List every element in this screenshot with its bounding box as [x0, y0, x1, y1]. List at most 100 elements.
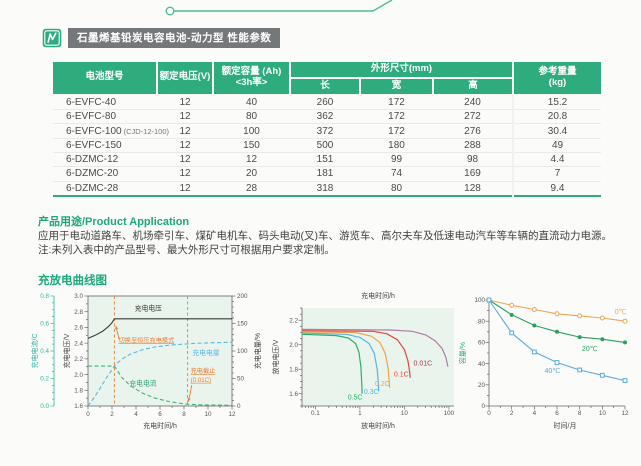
svg-text:2.2: 2.2 [74, 356, 83, 363]
cell-capacity: 80 [213, 109, 290, 125]
cell-h: 288 [433, 138, 513, 154]
svg-text:2: 2 [110, 411, 114, 418]
cell-h: 272 [433, 109, 513, 125]
svg-text:100: 100 [444, 410, 455, 417]
svg-text:充电电压: 充电电压 [135, 304, 162, 313]
svg-text:0.4: 0.4 [40, 348, 49, 355]
svg-text:0.2C: 0.2C [375, 381, 390, 388]
decor-line [165, 0, 393, 16]
svg-text:充电时间/h: 充电时间/h [143, 421, 177, 430]
cell-weight: 30.4 [512, 123, 601, 139]
cell-l: 181 [290, 166, 360, 182]
header: 石墨烯基铅炭电容电池-动力型 性能参数 [42, 28, 281, 48]
svg-text:12: 12 [621, 410, 629, 417]
table-row: 6-EVFC-150 12 150 500 180 288 49 [53, 138, 601, 154]
svg-text:10: 10 [599, 410, 607, 417]
cell-weight: 49 [512, 138, 601, 154]
svg-text:容量/%: 容量/% [458, 342, 467, 364]
svg-text:20℃: 20℃ [582, 346, 598, 353]
svg-text:8: 8 [578, 410, 582, 417]
svg-text:100: 100 [237, 348, 248, 355]
svg-text:100: 100 [474, 297, 485, 304]
cell-model: 6-EVFC-40 [53, 94, 157, 111]
svg-text:80: 80 [478, 318, 486, 325]
cell-voltage: 12 [157, 152, 213, 168]
table-row: 6-DZMC-12 12 12 151 99 98 4.4 [53, 152, 601, 168]
svg-text:2.6: 2.6 [74, 325, 83, 332]
page-title: 石墨烯基铅炭电容电池-动力型 性能参数 [68, 28, 281, 48]
cell-capacity: 20 [213, 166, 290, 182]
svg-text:放电时间/h: 放电时间/h [361, 421, 395, 430]
svg-text:4: 4 [533, 410, 537, 417]
curves-section-title: 充放电曲线图 [38, 275, 107, 287]
svg-text:充电电流: 充电电流 [129, 379, 156, 388]
svg-text:3.0: 3.0 [74, 293, 83, 300]
application-title: 产品用途/Product Application [38, 216, 190, 228]
spec-table-header: 电池型号 额定电压(V) 额定容量 (Ah) <3h率> 外形尺寸(mm) 参考… [53, 62, 601, 96]
cell-l: 500 [290, 138, 360, 154]
col-header-voltage: 额定电压(V) [156, 62, 213, 96]
cell-w: 172 [360, 94, 433, 111]
svg-text:0.5C: 0.5C [348, 394, 363, 401]
cell-voltage: 12 [179, 182, 191, 194]
cell-weight: 20.8 [512, 109, 601, 125]
col-header-height: 高 [432, 77, 513, 96]
col-header-weight: 参考重量 (kg) [512, 62, 601, 96]
svg-text:40℃: 40℃ [545, 368, 561, 375]
svg-text:2: 2 [510, 410, 514, 417]
cell-w: 99 [360, 152, 433, 168]
table-row: 6-EVFC-80 12 80 362 172 272 20.8 [53, 109, 601, 125]
cell-model: 6-EVFC-150 [53, 138, 157, 154]
cell-capacity: 28 [245, 182, 258, 194]
cell-weight: 4.4 [512, 152, 601, 168]
col-header-capacity: 额定容量 (Ah) <3h率> [212, 62, 290, 96]
svg-text:充电电量/%: 充电电量/% [253, 333, 262, 369]
svg-text:充电电量: 充电电量 [192, 348, 219, 357]
table-row: 6-EVFC-40 12 40 260 172 240 15.2 [53, 94, 601, 111]
cell-voltage: 12 [157, 166, 213, 182]
svg-text:0.8: 0.8 [40, 293, 49, 300]
cell-voltage: 12 [157, 94, 213, 111]
svg-text:充电截止: 充电截止 [191, 367, 216, 375]
table-row: 6-DZMC-28 12 28 318 80 128 9.4 [53, 181, 601, 196]
svg-text:200: 200 [237, 293, 248, 300]
svg-text:6: 6 [158, 411, 162, 418]
cell-weight: 9.4 [512, 181, 601, 196]
svg-text:1.6: 1.6 [289, 391, 298, 398]
svg-text:0.3C: 0.3C [364, 389, 379, 396]
svg-text:20: 20 [478, 382, 486, 389]
cell-l: 318 [316, 182, 334, 194]
discharge-curve-chart: 1.6 1.8 2.0 2.2 0.1 1 10 100 充电时间/h 放电时间/h 放电电压/V 0… [271, 291, 455, 430]
svg-text:1.6: 1.6 [74, 403, 83, 410]
svg-text:0: 0 [237, 403, 241, 410]
svg-text:40: 40 [478, 361, 486, 368]
cell-h: 98 [433, 152, 513, 168]
svg-text:0.1C: 0.1C [394, 372, 409, 379]
svg-text:充电电流/C: 充电电流/C [30, 334, 39, 369]
cell-capacity: 100 [213, 123, 290, 139]
cell-w: 172 [360, 109, 433, 125]
cell-voltage: 12 [157, 123, 213, 139]
svg-text:时间/月: 时间/月 [554, 421, 577, 430]
cell-l: 260 [290, 94, 360, 111]
svg-text:0.01C: 0.01C [414, 361, 433, 368]
svg-text:0: 0 [86, 411, 90, 418]
svg-text:0.6: 0.6 [40, 321, 49, 328]
decor-circle [165, 6, 175, 16]
cell-model: 6-EVFC-100 (CJD-12-100) [53, 123, 169, 139]
cell-h: 240 [433, 94, 513, 111]
svg-text:2.8: 2.8 [74, 309, 83, 316]
cell-h: 169 [433, 166, 513, 182]
svg-text:0.1: 0.1 [311, 410, 320, 417]
table-row: 6-EVFC-100 (CJD-12-100) 12 100 372 172 276 30.4 [53, 123, 601, 139]
svg-text:10: 10 [401, 410, 409, 417]
svg-text:0: 0 [481, 403, 485, 410]
charge-curve-chart: 0 2 4 6 8 10 12 1.6 1.8 2.0 2.2 2.4 2.6 2.8 3.0 0.0 0.2 0… [30, 293, 262, 430]
svg-text:50: 50 [237, 376, 245, 383]
table-row: 6-DZMC-20 12 20 181 74 169 7 [53, 166, 601, 182]
cell-w: 180 [360, 138, 433, 154]
svg-text:0.0: 0.0 [40, 403, 49, 410]
cell-model: 6-EVFC-80 [53, 109, 157, 125]
cell-h: 128 [464, 182, 481, 194]
